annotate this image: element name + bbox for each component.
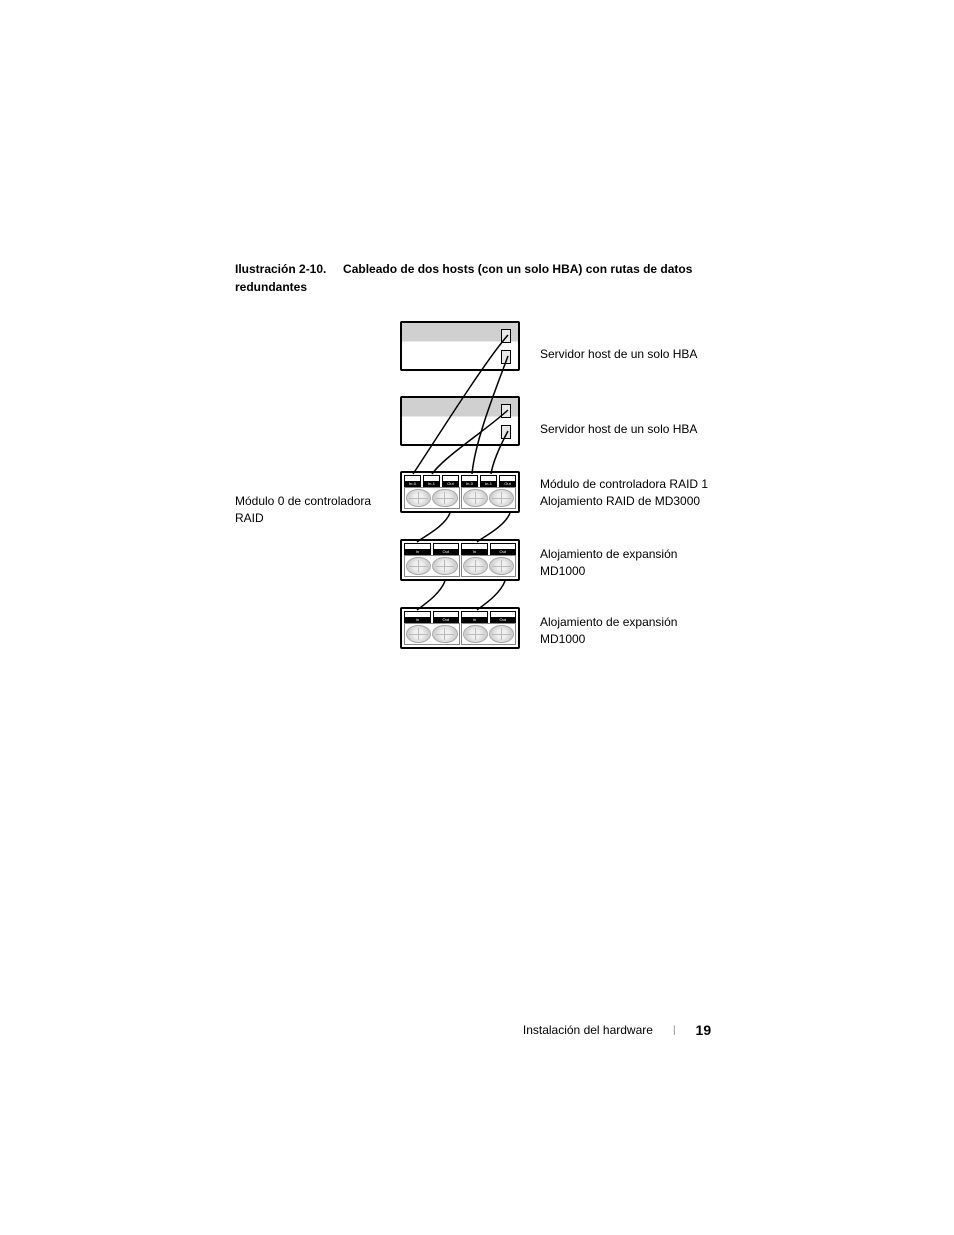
raid-port-out-l: Out xyxy=(442,475,459,487)
cabling-diagram: Módulo 0 de controladora RAID Servidor h… xyxy=(235,321,755,661)
expansion-enclosure-2: In Out In Out xyxy=(400,607,520,649)
exp1-port-in-r: In xyxy=(461,543,488,555)
page-footer: Instalación del hardware | 19 xyxy=(0,1022,954,1038)
label-server2: Servidor host de un solo HBA xyxy=(540,421,697,438)
exp1-port-out-r: Out xyxy=(490,543,517,555)
raid-enclosure-md3000: In-0 In-1 Out In-0 In-1 Out xyxy=(400,471,520,513)
label-expansion1: Alojamiento de expansión MD1000 xyxy=(540,546,677,580)
hba-port-2b xyxy=(501,425,511,439)
hba-port-1b xyxy=(501,350,511,364)
hba-port-2a xyxy=(501,404,511,418)
expansion-enclosure-1: In Out In Out xyxy=(400,539,520,581)
page-content: Ilustración 2-10. Cableado de dos hosts … xyxy=(235,260,755,661)
label-raid-module: Módulo de controladora RAID 1 Alojamient… xyxy=(540,476,708,510)
exp1-port-out-l: Out xyxy=(433,543,460,555)
hba-port-1a xyxy=(501,329,511,343)
label-raid-line1: Módulo de controladora RAID 1 xyxy=(540,477,708,491)
exp1-port-in-l: In xyxy=(404,543,431,555)
raid-port-in1-r: In-1 xyxy=(480,475,497,487)
label-left-module: Módulo 0 de controladora RAID xyxy=(235,493,385,527)
label-exp2-line1: Alojamiento de expansión xyxy=(540,615,677,629)
footer-separator: | xyxy=(673,1025,676,1036)
host-server-2 xyxy=(400,396,520,446)
raid-port-in0-l: In-0 xyxy=(404,475,421,487)
figure-caption: Ilustración 2-10. Cableado de dos hosts … xyxy=(235,260,755,296)
exp2-port-in-r: In xyxy=(461,611,488,623)
exp2-port-out-l: Out xyxy=(433,611,460,623)
host-server-1 xyxy=(400,321,520,371)
label-raid-line2: Alojamiento RAID de MD3000 xyxy=(540,494,700,508)
raid-port-in0-r: In-0 xyxy=(461,475,478,487)
figure-number: Ilustración 2-10. xyxy=(235,262,326,276)
label-expansion2: Alojamiento de expansión MD1000 xyxy=(540,614,677,648)
label-exp1-line2: MD1000 xyxy=(540,564,585,578)
label-exp2-line2: MD1000 xyxy=(540,632,585,646)
exp2-port-in-l: In xyxy=(404,611,431,623)
label-server1: Servidor host de un solo HBA xyxy=(540,346,697,363)
page-number: 19 xyxy=(696,1022,712,1038)
label-exp1-line1: Alojamiento de expansión xyxy=(540,547,677,561)
raid-port-in1-l: In-1 xyxy=(423,475,440,487)
raid-port-out-r: Out xyxy=(499,475,516,487)
exp2-port-out-r: Out xyxy=(490,611,517,623)
footer-section: Instalación del hardware xyxy=(523,1023,653,1037)
